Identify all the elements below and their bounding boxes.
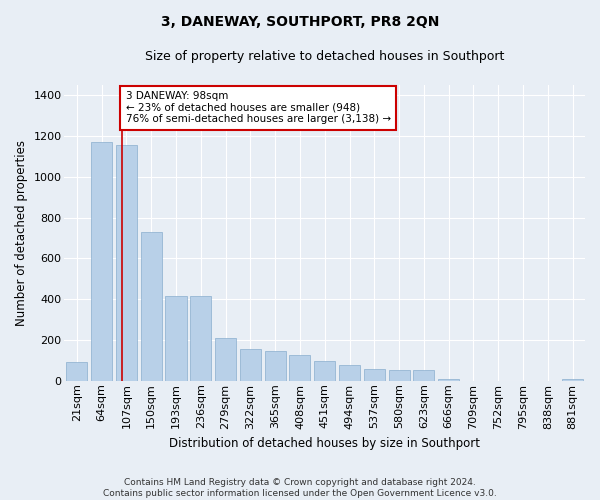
Bar — [562, 378, 583, 381]
Text: 3, DANEWAY, SOUTHPORT, PR8 2QN: 3, DANEWAY, SOUTHPORT, PR8 2QN — [161, 15, 439, 29]
Bar — [190, 296, 211, 381]
Bar — [116, 145, 137, 381]
Text: 3 DANEWAY: 98sqm
← 23% of detached houses are smaller (948)
76% of semi-detached: 3 DANEWAY: 98sqm ← 23% of detached house… — [125, 91, 391, 124]
Bar — [166, 296, 187, 381]
Bar — [314, 362, 335, 381]
Text: Contains HM Land Registry data © Crown copyright and database right 2024.
Contai: Contains HM Land Registry data © Crown c… — [103, 478, 497, 498]
Bar — [140, 232, 162, 381]
Bar — [265, 351, 286, 381]
Bar — [438, 378, 459, 381]
Bar — [364, 368, 385, 381]
Y-axis label: Number of detached properties: Number of detached properties — [15, 140, 28, 326]
Bar — [67, 362, 88, 381]
Bar — [91, 142, 112, 381]
X-axis label: Distribution of detached houses by size in Southport: Distribution of detached houses by size … — [169, 437, 480, 450]
Bar — [289, 356, 310, 381]
Bar — [413, 370, 434, 381]
Bar — [339, 366, 360, 381]
Title: Size of property relative to detached houses in Southport: Size of property relative to detached ho… — [145, 50, 505, 63]
Bar — [215, 338, 236, 381]
Bar — [240, 349, 261, 381]
Bar — [389, 370, 410, 381]
